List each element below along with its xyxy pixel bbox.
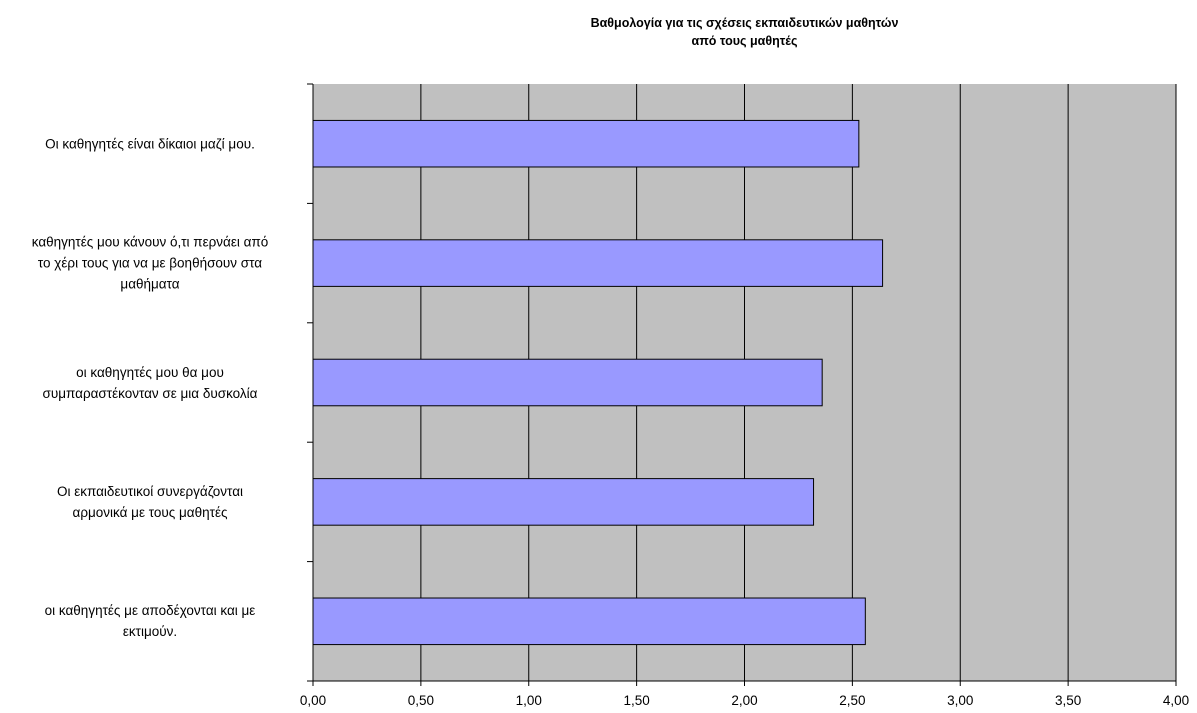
category-label-line: συμπαραστέκονταν σε μια δυσκολία <box>42 385 258 401</box>
x-axis-ticks: 0,00 0,50 1,00 1,50 2,00 2,50 3,00 3,50 4,00 <box>300 681 1189 708</box>
category-label-line: καθηγητές μου κάνουν ό,τι περνάει από <box>31 234 269 250</box>
x-tick-label: 3,00 <box>947 693 973 708</box>
bar <box>312 358 823 407</box>
category-label-line: αρμονικά με τους μαθητές <box>72 504 228 520</box>
bar <box>312 119 860 168</box>
x-tick-label: 4,00 <box>1163 693 1189 708</box>
x-tick-label: 1,50 <box>623 693 649 708</box>
bar <box>312 478 815 526</box>
category-label: Οι καθηγητές είναι δίκαιοι μαζί μου. <box>0 133 300 154</box>
category-label-line: μαθήματα <box>120 276 180 292</box>
x-tick-label: 0,50 <box>408 693 434 708</box>
category-label-line: το χέρι τους για να με βοηθήσουν στα <box>37 255 263 271</box>
category-label: οι καθηγητές μου θα μου συμπαραστέκονταν … <box>0 362 300 404</box>
category-label: καθηγητές μου κάνουν ό,τι περνάει από το … <box>0 232 300 295</box>
bar <box>312 239 884 287</box>
bar <box>312 597 866 646</box>
category-label-line: οι καθηγητές μου θα μου <box>76 364 224 380</box>
x-tick-label: 3,50 <box>1055 693 1081 708</box>
x-tick-label: 1,00 <box>516 693 542 708</box>
chart-title-line-2: από τους μαθητές <box>691 34 798 48</box>
category-label-line: εκτιμούν. <box>122 624 178 640</box>
chart-title: Βαθμολογία για τις σχέσεις εκπαιδευτικών… <box>313 14 1176 50</box>
category-label-line: Οι καθηγητές είναι δίκαιοι μαζί μου. <box>45 136 255 152</box>
category-label-line: Οι εκπαιδευτικοί συνεργάζονται <box>56 483 243 499</box>
category-label-line: οι καθηγητές με αποδέχονται και με <box>44 603 256 619</box>
x-tick-label: 2,50 <box>839 693 865 708</box>
chart-title-line-1: Βαθμολογία για τις σχέσεις εκπαιδευτικών… <box>590 16 899 30</box>
category-label: Οι εκπαιδευτικοί συνεργάζονται αρμονικά μ… <box>0 481 300 523</box>
category-label: οι καθηγητές με αποδέχονται και με εκτιμο… <box>0 600 300 642</box>
x-tick-label: 2,00 <box>731 693 757 708</box>
bars <box>312 119 884 646</box>
x-tick-label: 0,00 <box>300 693 326 708</box>
